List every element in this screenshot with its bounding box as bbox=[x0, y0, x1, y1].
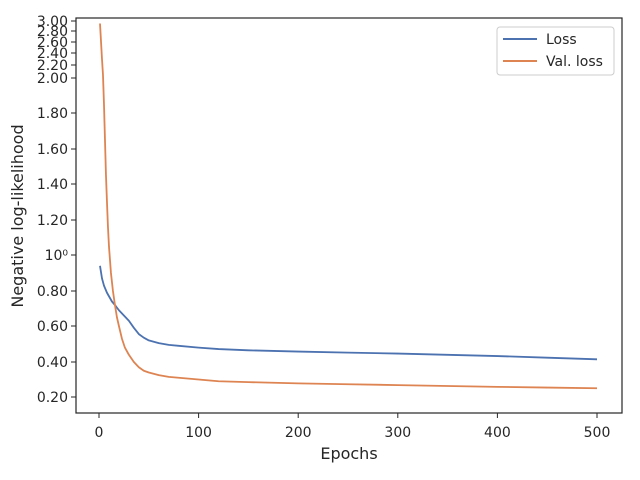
plot-area bbox=[99, 23, 598, 390]
x-tick-label: 400 bbox=[484, 425, 511, 441]
series-line-loss bbox=[99, 265, 598, 361]
x-tick-label: 100 bbox=[185, 425, 212, 441]
y-axis-ticks: 0.200.400.600.8010⁰1.201.401.601.802.002… bbox=[37, 14, 76, 406]
y-tick-label: 10⁰ bbox=[45, 248, 69, 264]
y-tick-label: 0.60 bbox=[37, 319, 68, 335]
y-tick-label: 2.00 bbox=[37, 71, 68, 87]
legend-label-loss: Loss bbox=[546, 32, 577, 48]
x-axis-ticks: 0 100 200 300 400 500 bbox=[95, 413, 611, 441]
y-tick-label: 3.00 bbox=[37, 14, 68, 30]
y-tick-label: 2.20 bbox=[37, 58, 68, 74]
x-tick-label: 0 bbox=[95, 425, 104, 441]
y-tick-label: 2.40 bbox=[37, 46, 68, 62]
y-tick-label: 0.80 bbox=[37, 284, 68, 300]
y-tick-label: 2.60 bbox=[37, 35, 68, 51]
x-tick-label: 200 bbox=[285, 425, 312, 441]
series-line-val-loss bbox=[99, 23, 598, 390]
x-axis-label: Epochs bbox=[320, 444, 377, 463]
plot-frame bbox=[75, 17, 623, 414]
y-tick-label: 1.20 bbox=[37, 213, 68, 229]
y-tick-label: 1.80 bbox=[37, 106, 68, 122]
y-tick-label: 0.20 bbox=[37, 390, 68, 406]
x-tick-label: 300 bbox=[384, 425, 411, 441]
y-axis-label: Negative log-likelihood bbox=[8, 124, 27, 307]
y-tick-label: 2.80 bbox=[37, 24, 68, 40]
legend: Loss Val. loss bbox=[496, 26, 615, 76]
legend-label-val-loss: Val. loss bbox=[546, 54, 603, 70]
x-tick-label: 500 bbox=[584, 425, 611, 441]
y-tick-label: 1.40 bbox=[37, 177, 68, 193]
y-tick-label: 1.60 bbox=[37, 142, 68, 158]
y-tick-label: 0.40 bbox=[37, 355, 68, 371]
